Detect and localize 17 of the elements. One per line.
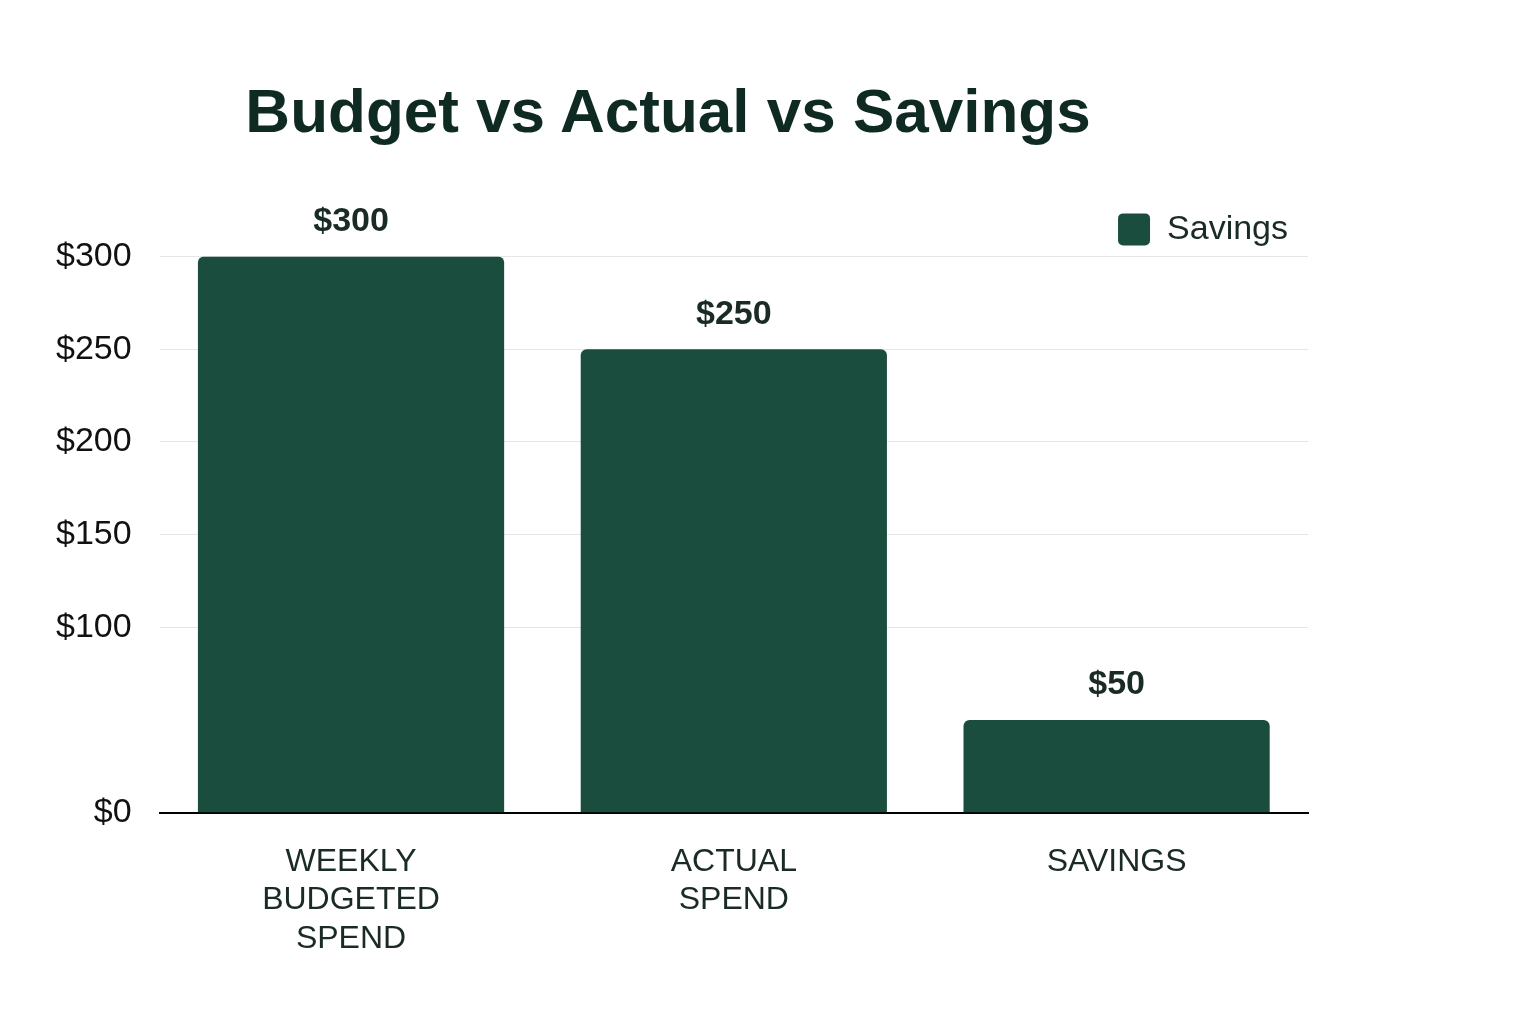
y-tick-label: $200 bbox=[56, 420, 132, 459]
legend-label: Savings bbox=[1167, 207, 1289, 246]
bar bbox=[963, 720, 1270, 813]
text: $250 bbox=[696, 292, 772, 331]
x-tick-label: ACTUAL SPEND bbox=[670, 841, 797, 917]
chart-title: Budget vs Actual vs Savings bbox=[245, 76, 1091, 146]
bar bbox=[580, 349, 887, 813]
y-tick-label: $0 bbox=[93, 791, 132, 830]
text: $50 bbox=[1088, 663, 1145, 702]
y-tick-label: $250 bbox=[56, 327, 132, 366]
x-tick-label: WEEKLY BUDGETED SPEND bbox=[262, 841, 440, 955]
y-tick-label: $100 bbox=[56, 605, 132, 644]
y-tick-label: $150 bbox=[56, 512, 132, 551]
y-tick-label: $300 bbox=[56, 234, 132, 273]
text: $300 bbox=[313, 199, 389, 238]
bar bbox=[197, 256, 505, 813]
x-tick-label: SAVINGS bbox=[1046, 841, 1187, 878]
